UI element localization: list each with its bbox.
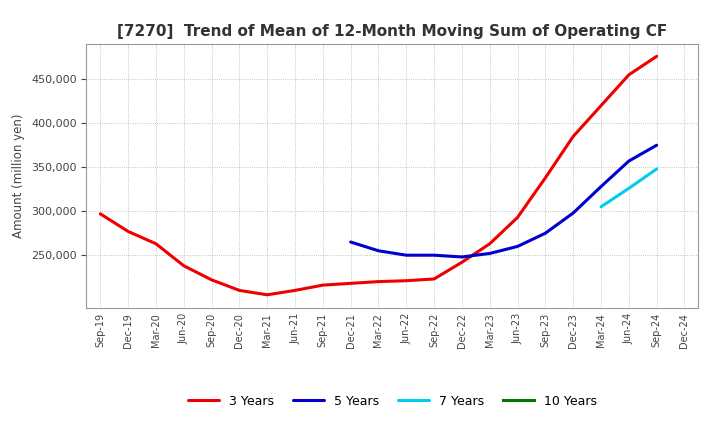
3 Years	[485, 241, 494, 246]
3 Years	[513, 215, 522, 220]
Y-axis label: Amount (million yen): Amount (million yen)	[12, 114, 25, 238]
5 Years	[430, 253, 438, 258]
7 Years	[597, 204, 606, 209]
3 Years	[291, 288, 300, 293]
7 Years	[652, 166, 661, 172]
Legend: 3 Years, 5 Years, 7 Years, 10 Years: 3 Years, 5 Years, 7 Years, 10 Years	[183, 390, 602, 413]
5 Years	[624, 158, 633, 164]
3 Years	[235, 288, 243, 293]
3 Years	[207, 277, 216, 282]
7 Years	[624, 186, 633, 191]
Line: 5 Years: 5 Years	[351, 145, 657, 257]
Line: 3 Years: 3 Years	[100, 56, 657, 295]
3 Years	[624, 72, 633, 77]
3 Years	[346, 281, 355, 286]
5 Years	[458, 254, 467, 260]
5 Years	[402, 253, 410, 258]
3 Years	[318, 282, 327, 288]
3 Years	[569, 134, 577, 139]
5 Years	[597, 184, 606, 189]
5 Years	[374, 248, 383, 253]
3 Years	[652, 54, 661, 59]
5 Years	[541, 231, 550, 236]
3 Years	[541, 175, 550, 180]
5 Years	[485, 251, 494, 256]
3 Years	[96, 211, 104, 216]
3 Years	[430, 276, 438, 282]
5 Years	[569, 210, 577, 216]
3 Years	[124, 229, 132, 234]
5 Years	[346, 239, 355, 245]
Title: [7270]  Trend of Mean of 12-Month Moving Sum of Operating CF: [7270] Trend of Mean of 12-Month Moving …	[117, 24, 667, 39]
3 Years	[152, 241, 161, 246]
3 Years	[458, 260, 467, 265]
5 Years	[513, 244, 522, 249]
Line: 7 Years: 7 Years	[601, 169, 657, 207]
3 Years	[597, 103, 606, 108]
5 Years	[652, 143, 661, 148]
3 Years	[402, 278, 410, 283]
3 Years	[263, 292, 271, 297]
3 Years	[374, 279, 383, 284]
3 Years	[179, 263, 188, 268]
